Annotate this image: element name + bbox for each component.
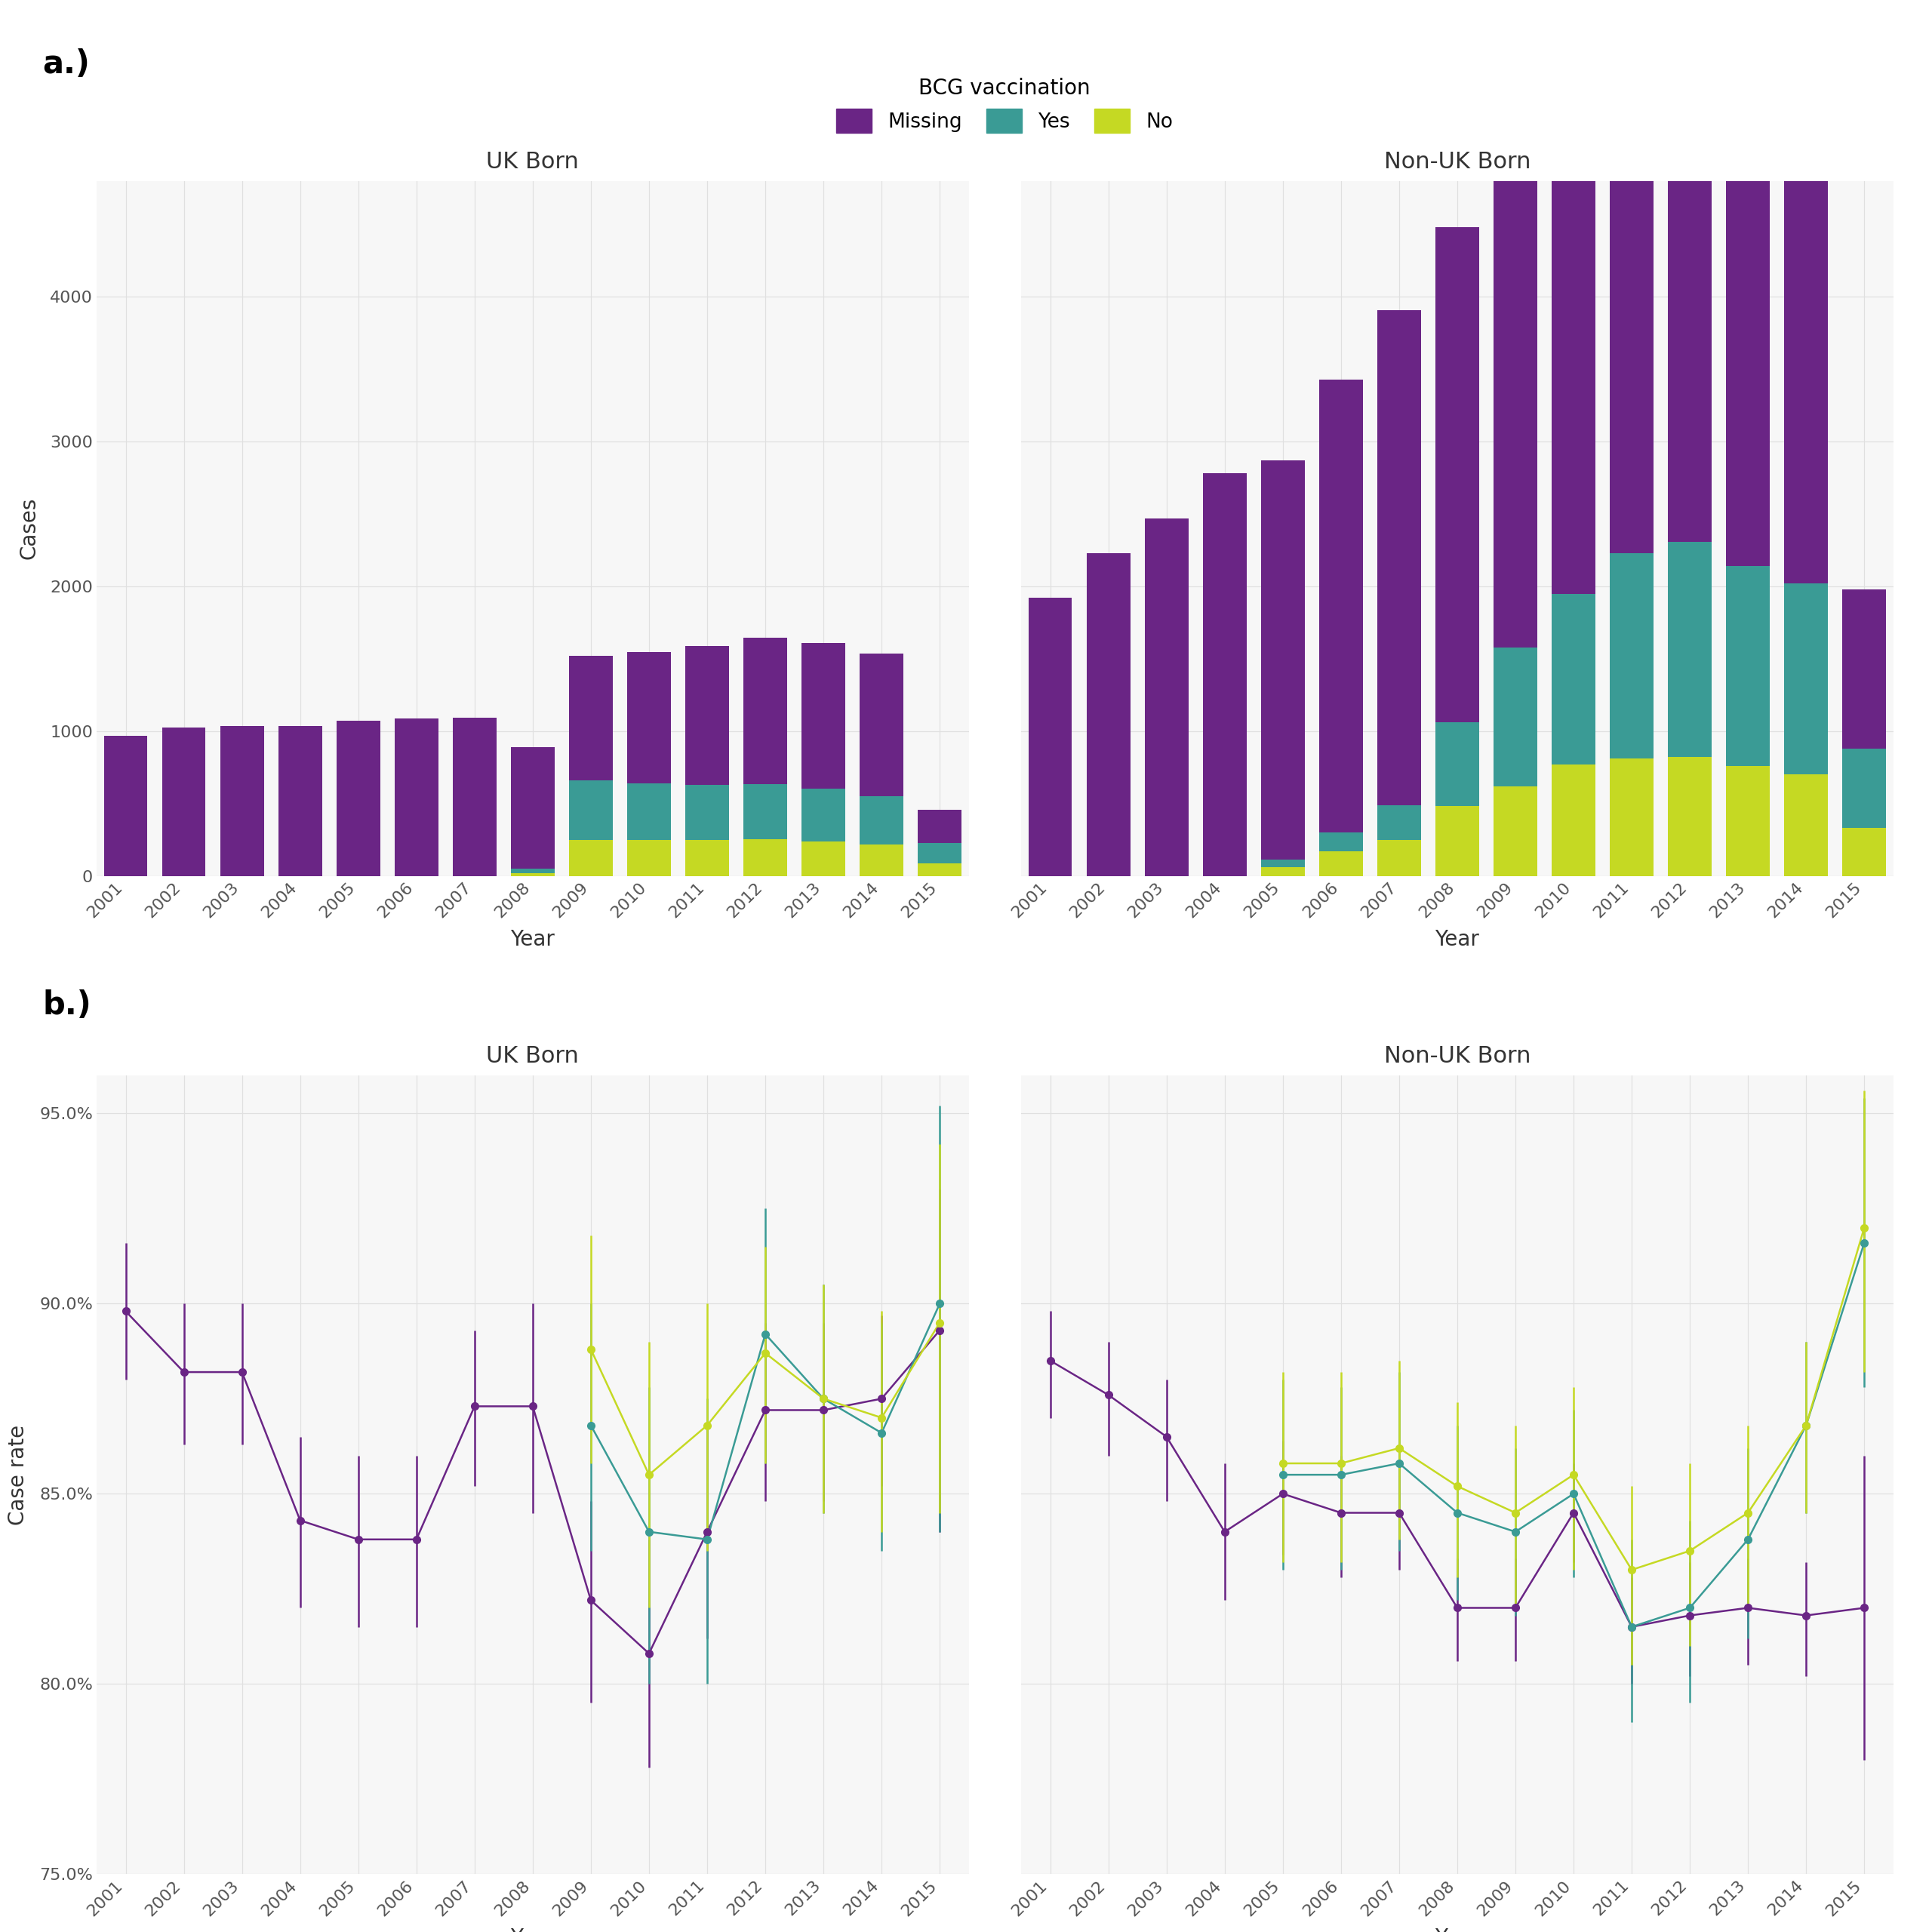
Bar: [220, 726, 265, 875]
Title: Non-UK Born: Non-UK Born: [1383, 151, 1530, 174]
Bar: [1493, 647, 1538, 786]
Bar: [1725, 73, 1770, 566]
Bar: [918, 810, 962, 842]
Bar: [628, 653, 670, 782]
Bar: [918, 864, 962, 875]
Bar: [1725, 765, 1770, 875]
Bar: [1320, 379, 1362, 833]
Bar: [918, 842, 962, 864]
Bar: [744, 784, 786, 838]
Bar: [1609, 64, 1654, 553]
Bar: [744, 838, 786, 875]
Y-axis label: Case rate: Case rate: [8, 1424, 29, 1524]
X-axis label: Year: Year: [1435, 929, 1480, 951]
Bar: [510, 873, 554, 875]
Bar: [1785, 149, 1828, 583]
Bar: [802, 788, 846, 840]
Bar: [860, 653, 904, 796]
Bar: [628, 782, 670, 840]
Bar: [1609, 553, 1654, 759]
X-axis label: Year: Year: [510, 1926, 554, 1932]
Bar: [1551, 87, 1596, 593]
Bar: [686, 645, 728, 784]
Bar: [860, 796, 904, 844]
Bar: [104, 736, 147, 875]
Bar: [1843, 829, 1886, 875]
Bar: [570, 840, 612, 875]
Bar: [686, 840, 728, 875]
Legend: Missing, Yes, No: Missing, Yes, No: [837, 77, 1173, 133]
Bar: [1378, 840, 1420, 875]
Bar: [1785, 583, 1828, 775]
Bar: [570, 655, 612, 781]
Bar: [1609, 759, 1654, 875]
Bar: [1843, 589, 1886, 748]
Bar: [744, 638, 786, 784]
Bar: [1378, 806, 1420, 840]
Bar: [1262, 867, 1304, 875]
Bar: [1551, 765, 1596, 875]
Bar: [510, 869, 554, 873]
Bar: [1086, 553, 1130, 875]
Bar: [802, 643, 846, 788]
Bar: [1667, 757, 1712, 875]
Bar: [1551, 593, 1596, 765]
Bar: [1144, 518, 1188, 875]
Bar: [1435, 806, 1480, 875]
Bar: [1725, 566, 1770, 765]
Bar: [1320, 852, 1362, 875]
Bar: [278, 726, 323, 875]
Bar: [1378, 309, 1420, 806]
Bar: [510, 748, 554, 869]
Bar: [1204, 473, 1246, 875]
Bar: [1435, 723, 1480, 806]
Title: UK Born: UK Born: [487, 151, 580, 174]
Bar: [336, 721, 381, 875]
X-axis label: Year: Year: [510, 929, 554, 951]
Bar: [1435, 228, 1480, 723]
Bar: [802, 840, 846, 875]
Title: Non-UK Born: Non-UK Born: [1383, 1045, 1530, 1066]
Bar: [1493, 153, 1538, 647]
Bar: [162, 728, 205, 875]
Bar: [1493, 786, 1538, 875]
Bar: [1028, 597, 1072, 875]
Bar: [1667, 43, 1712, 541]
Bar: [686, 784, 728, 840]
Bar: [1667, 541, 1712, 757]
Text: b.): b.): [43, 989, 91, 1020]
Bar: [1320, 833, 1362, 852]
Title: UK Born: UK Born: [487, 1045, 580, 1066]
Bar: [570, 781, 612, 840]
Text: a.): a.): [43, 48, 91, 79]
Bar: [628, 840, 670, 875]
Bar: [860, 844, 904, 875]
Bar: [1262, 460, 1304, 860]
Bar: [394, 719, 439, 875]
Bar: [1785, 775, 1828, 875]
Y-axis label: Cases: Cases: [19, 497, 39, 560]
Bar: [1262, 860, 1304, 867]
Bar: [1843, 748, 1886, 829]
Bar: [452, 717, 497, 875]
X-axis label: Year: Year: [1435, 1926, 1480, 1932]
